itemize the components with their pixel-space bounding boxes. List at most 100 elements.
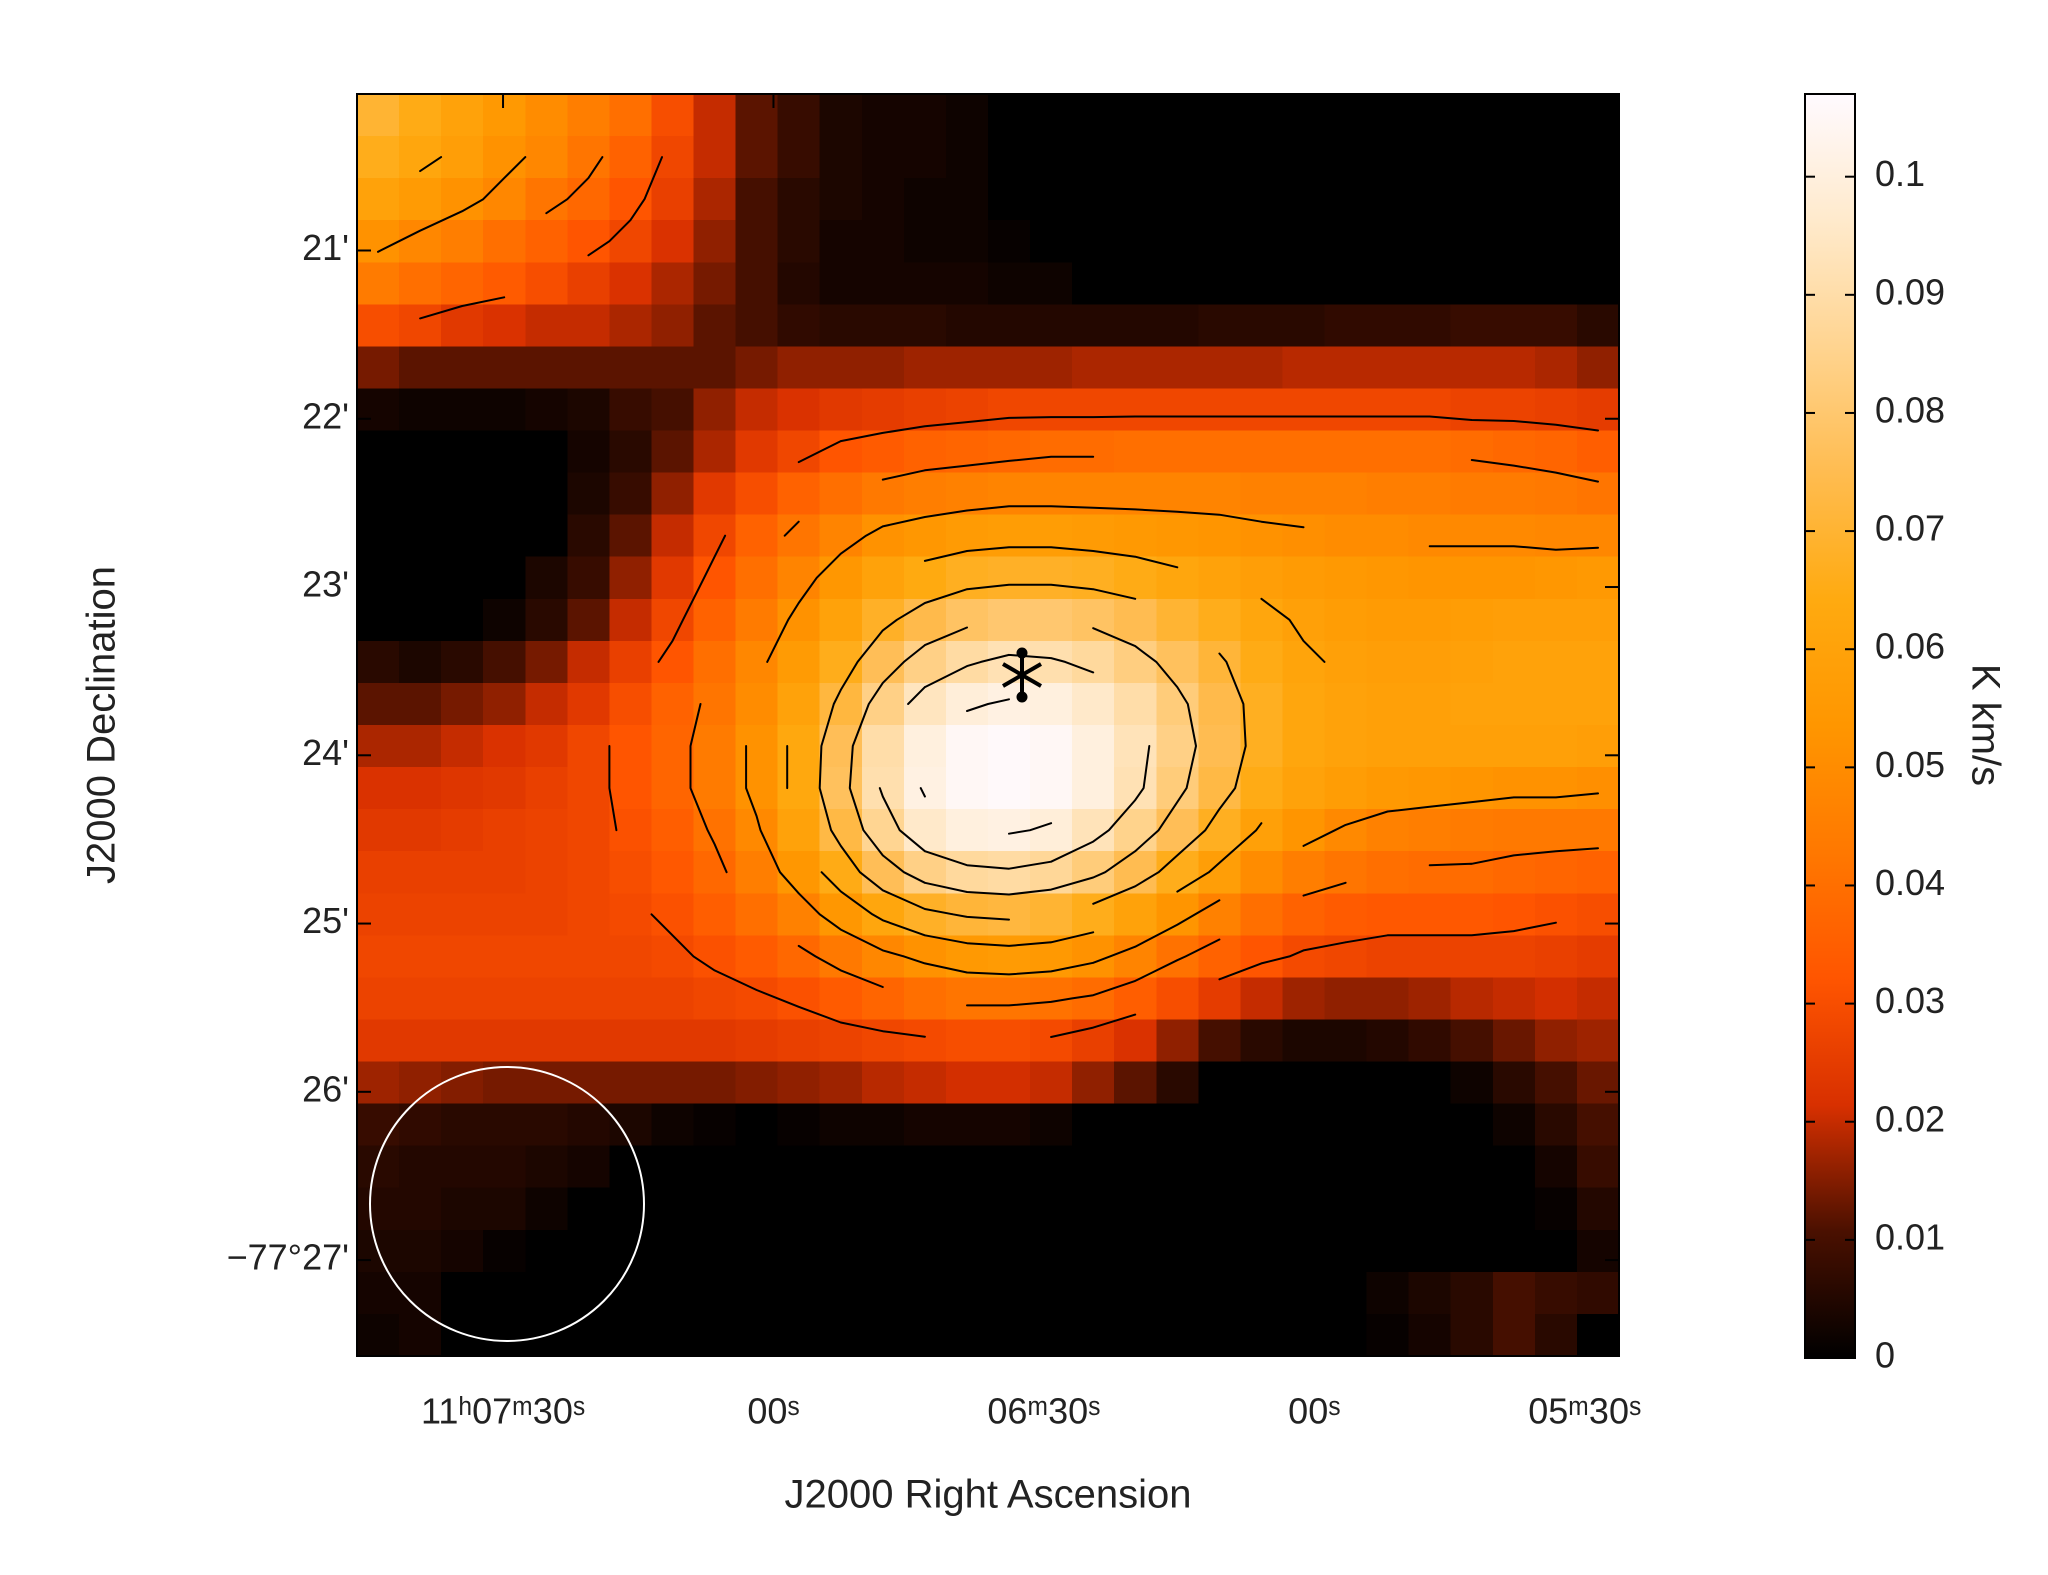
cell (1366, 472, 1410, 516)
cell (1030, 725, 1073, 768)
cell (1282, 1187, 1326, 1231)
cell (357, 1103, 400, 1147)
cell (1030, 262, 1073, 305)
cell (1198, 346, 1241, 389)
cell (1030, 94, 1073, 137)
cell (945, 682, 989, 726)
cell (567, 935, 610, 978)
cell (567, 304, 610, 347)
cell (945, 1187, 989, 1231)
cell (1408, 94, 1452, 137)
cell (1072, 640, 1115, 684)
cell (1366, 1061, 1410, 1105)
cell (1072, 1187, 1115, 1231)
cell (945, 556, 989, 600)
cell (1534, 1271, 1578, 1315)
cell (861, 977, 905, 1020)
cell (1240, 388, 1283, 432)
cell (1240, 1019, 1283, 1063)
cell (567, 472, 610, 516)
cell (525, 388, 568, 432)
cell (483, 1145, 526, 1189)
cell (1408, 136, 1452, 179)
cell (945, 1145, 989, 1189)
cell (1324, 472, 1368, 516)
cell (441, 1145, 484, 1189)
cell (1114, 262, 1157, 305)
cell (1408, 1187, 1452, 1231)
cell (525, 1061, 568, 1105)
cell (1366, 682, 1410, 726)
cell (988, 725, 1031, 768)
cell (1114, 1103, 1157, 1147)
cell (1492, 94, 1536, 137)
cell (945, 851, 989, 894)
cell (483, 472, 526, 516)
cell (1408, 893, 1452, 936)
cell (1198, 556, 1241, 600)
cell (357, 262, 400, 305)
cell (1576, 304, 1620, 347)
cell (609, 1061, 652, 1105)
cell (735, 851, 779, 894)
cell (1408, 1145, 1452, 1189)
cell (693, 1229, 737, 1273)
cell (1534, 682, 1578, 726)
cell (525, 262, 568, 305)
cell (1156, 1229, 1199, 1273)
cell (651, 388, 695, 432)
cell (1156, 514, 1199, 558)
cell (651, 346, 695, 389)
cell (1324, 94, 1368, 137)
cell (483, 1229, 526, 1273)
cell (567, 725, 610, 768)
cell (357, 725, 400, 768)
cell (441, 1061, 484, 1105)
cell (819, 514, 863, 558)
cell (1492, 262, 1536, 305)
cell (1198, 472, 1241, 516)
cell (861, 136, 905, 179)
cell (1114, 1061, 1157, 1105)
cell (693, 767, 737, 810)
cell (1450, 304, 1494, 347)
cell (609, 178, 652, 221)
cell (567, 514, 610, 558)
cell (1450, 388, 1494, 432)
cell (819, 304, 863, 347)
cell (567, 556, 610, 600)
cell (1282, 682, 1326, 726)
cell (525, 514, 568, 558)
cell (819, 430, 863, 474)
cell (441, 598, 484, 642)
cell (651, 1313, 695, 1357)
cell (1072, 430, 1115, 474)
cell (988, 1145, 1031, 1189)
cell (1072, 262, 1115, 305)
cell (567, 1145, 610, 1189)
cell (651, 430, 695, 474)
cell (1114, 851, 1157, 894)
cell (1492, 977, 1536, 1020)
cell (1366, 725, 1410, 768)
cell (1114, 136, 1157, 179)
cell (1282, 388, 1326, 432)
cell (1030, 809, 1073, 852)
y-axis-title: J2000 Declination (80, 566, 124, 884)
cell (945, 1229, 989, 1273)
cell (483, 809, 526, 852)
cell (735, 893, 779, 936)
cell (861, 556, 905, 600)
cell (1576, 472, 1620, 516)
cell (819, 977, 863, 1020)
cell (1324, 1019, 1368, 1063)
cell (651, 1019, 695, 1063)
cell (693, 640, 737, 684)
cell (651, 893, 695, 936)
cell (1282, 977, 1326, 1020)
cell (1198, 262, 1241, 305)
cell (693, 472, 737, 516)
cell (525, 136, 568, 179)
cell (357, 1271, 400, 1315)
cell (945, 598, 989, 642)
